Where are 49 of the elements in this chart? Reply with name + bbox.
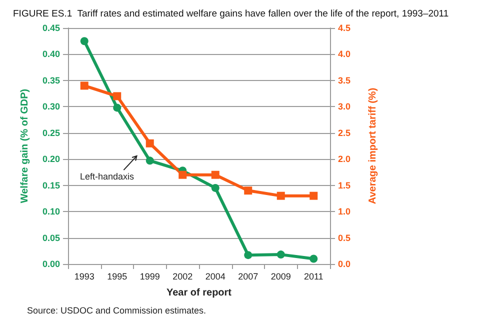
x-axis-title: Year of report bbox=[166, 288, 232, 298]
y2-tick-label: 0.5 bbox=[338, 232, 351, 243]
point bbox=[276, 192, 285, 200]
y-tick-label: 0.00 bbox=[42, 259, 60, 269]
point bbox=[80, 37, 88, 46]
x-tick-label: 2009 bbox=[270, 272, 291, 282]
x-tick-label: 2004 bbox=[205, 272, 226, 282]
point bbox=[80, 82, 88, 90]
chart-title: FIGURE ES.1 Tariff rates and estimated welfare gains have fallen over the life of the report, 1993–2011 bbox=[13, 8, 449, 20]
y2-axis-title: Average import tariff (%) bbox=[368, 88, 378, 204]
x-tick-label: 2002 bbox=[172, 272, 193, 282]
y-tick-label: 0.45 bbox=[42, 23, 60, 33]
point bbox=[113, 92, 122, 100]
annotation: Left-handaxis bbox=[80, 172, 135, 182]
y2-tick-label: 3.0 bbox=[338, 102, 351, 112]
point bbox=[310, 192, 318, 200]
y-tick-label: 0.30 bbox=[42, 102, 60, 112]
x-tick-label: 2007 bbox=[238, 272, 258, 282]
point bbox=[178, 170, 187, 179]
x-tick-label: 1999 bbox=[140, 272, 160, 282]
source-note: Source: USDOC and Commission estimates. bbox=[27, 306, 206, 316]
y-tick-label: 0.25 bbox=[42, 128, 60, 138]
y-tick-label: 0.10 bbox=[42, 206, 60, 217]
point bbox=[146, 156, 154, 165]
y-tick-label: 0.35 bbox=[42, 75, 60, 86]
y-tick-label: 0.40 bbox=[42, 49, 60, 60]
x-tick-label: 2011 bbox=[304, 272, 324, 282]
point bbox=[211, 184, 220, 192]
y2-tick-label: 2.0 bbox=[338, 154, 351, 164]
point bbox=[244, 251, 252, 260]
y2-tick-label: 2.5 bbox=[338, 128, 351, 138]
y-tick-label: 0.20 bbox=[42, 154, 60, 164]
point bbox=[310, 254, 318, 263]
x-tick-label: 1993 bbox=[74, 272, 94, 282]
y-tick-label: 0.05 bbox=[42, 232, 60, 243]
y2-tick-label: 4.5 bbox=[338, 23, 351, 33]
point bbox=[211, 170, 220, 179]
point bbox=[276, 250, 285, 259]
y2-tick-label: 1.5 bbox=[338, 180, 351, 190]
point bbox=[244, 186, 252, 195]
y2-tick-label: 0.0 bbox=[338, 259, 351, 269]
y2-tick-label: 1.0 bbox=[338, 206, 351, 217]
x-tick-label: 1995 bbox=[107, 272, 128, 282]
y2-tick-label: 3.5 bbox=[338, 75, 351, 86]
y-tick-label: 0.15 bbox=[42, 180, 60, 190]
point bbox=[146, 139, 154, 148]
point bbox=[113, 104, 122, 112]
y2-tick-label: 4.0 bbox=[338, 49, 351, 60]
y-axis-title: Welfare gain (% of GDP) bbox=[20, 88, 30, 204]
